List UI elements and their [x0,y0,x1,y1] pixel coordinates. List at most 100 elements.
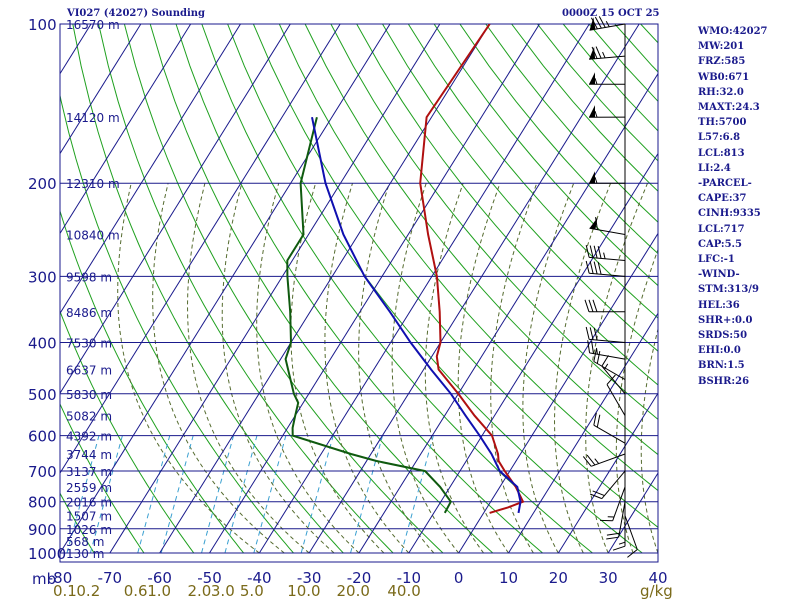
wind-barb [606,374,626,416]
mixing-ratio-line [89,435,123,553]
dry-adiabat-line [407,24,658,319]
pressure-tick-label: 900 [28,521,57,539]
wind-barb [624,515,638,558]
isotherm-line [60,24,391,553]
dry-adiabat-line [175,24,543,553]
wind-barb [588,105,626,118]
stat-line: WMO:42027 [698,26,768,37]
mixing-ratio-line [224,435,258,553]
dry-adiabat-line [60,309,195,553]
mixing-ratio-tick-label: 2.0 [188,582,212,600]
temperature-tick-label: -60 [147,569,172,587]
pressure-tick-label: 300 [28,268,57,286]
dry-adiabat-line [60,402,145,553]
pressure-tick-label: 500 [28,386,57,404]
pressure-tick-label: 800 [28,494,57,512]
height-label: 1026 m [66,523,112,537]
temperature-tick-label: 30 [599,569,618,587]
mixing-ratio-tick-label: 10.0 [287,582,320,600]
pressure-tick-labels: 100 200 300 400 500 600 700 800 900 1000 [28,16,66,563]
mixing-ratio-tick-label: 3.0 [211,582,235,600]
mixing-ratio-tick-label: 0.2 [76,582,100,600]
mixing-ratio-line [201,435,235,553]
stat-line: BRN:1.5 [698,360,745,372]
moist-adiabat-line [615,248,658,553]
temperature-tick-label: -40 [247,569,272,587]
isotherm-line [159,24,491,553]
mixing-ratio-line [253,435,287,553]
dry-adiabat-line [588,24,658,103]
stat-line: EHI:0.0 [698,345,741,357]
height-label: 5830 m [66,388,112,402]
moist-adiabat-line [522,183,575,553]
wind-barb [593,349,626,380]
stat-line: BSHR:26 [698,375,750,387]
pressure-unit-label: mb [32,570,56,588]
stat-line: LCL:813 [698,147,745,159]
mixing-ratio-tick-label: 40.0 [387,582,420,600]
moist-adiabat-line [457,183,509,553]
wind-barb [588,72,626,85]
stat-line: LCL:717 [698,223,745,235]
dry-adiabat-line [201,24,593,553]
temperature-tick-labels: -80 -70 -60 -50 -40 -30 -20 -10 0 10 20 30 40 [48,569,668,587]
dry-adiabat-line [123,24,444,553]
height-label: 12310 m [66,177,120,191]
dry-adiabat-line [60,93,294,553]
temperature-tick-label: -50 [197,569,222,587]
dry-adiabat-line [330,24,658,421]
wind-barb [585,260,626,277]
plot-frame [59,23,659,563]
temperature-tick-label: -30 [297,569,322,587]
temperature-tick-label: 40 [648,569,667,587]
mixing-ratio-tick-label: 20.0 [337,582,370,600]
isotherm-line [308,24,640,553]
wind-barb [585,244,626,262]
dry-adiabat-line [278,24,658,492]
moist-adiabat-line [490,183,538,553]
height-label: 8486 m [66,306,112,320]
wind-barb [587,340,626,360]
stat-line: CINH:9335 [698,208,761,220]
isotherm-line [358,72,658,553]
moist-adiabat-line [117,183,260,553]
wind-barb [588,171,626,184]
isotherm-line [209,24,540,553]
dry-adiabat-line [304,24,658,456]
height-label: 6637 m [66,364,112,378]
dewpoint-trace [284,116,452,514]
height-label: 3137 m [66,465,112,479]
height-label: 4392 m [66,430,112,444]
isotherm-line [60,24,291,395]
dry-adiabat-line [356,24,658,386]
temperature-tick-label: -10 [397,569,422,587]
wind-barb [593,412,626,444]
height-label: 5082 m [66,410,112,424]
isotherm-line [60,24,192,235]
stat-line: LFC:-1 [698,254,735,266]
temperature-tick-label: 10 [499,569,518,587]
stat-line: RH:32.0 [698,86,744,98]
mixing-ratio-line [400,435,434,553]
stat-line: CAPE:37 [698,193,747,205]
dry-adiabats [60,24,658,553]
stat-line: MW:201 [698,41,745,53]
pressure-tick-label: 600 [28,428,57,446]
temperature-tick-label: 0 [454,569,464,587]
mixing-ratio-unit-label: g/kg [640,582,673,600]
stat-line: WB0:671 [698,71,750,83]
dry-adiabat-line [149,24,494,553]
temperature-trace [419,24,525,514]
pressure-tick-label: 100 [28,16,57,34]
wind-barb [585,326,626,343]
stat-line: SRDS:50 [698,330,748,342]
isotherm-line [109,24,441,553]
moist-adiabat-line [256,183,360,553]
stat-line: L57:6.8 [698,132,741,144]
height-label: 1507 m [66,510,112,524]
mixing-ratio-line [300,435,334,553]
stat-line: FRZ:585 [698,56,746,68]
stat-line: LI:2.4 [698,162,731,174]
height-label: 10840 m [66,229,120,243]
height-label: 14120 m [66,111,120,125]
